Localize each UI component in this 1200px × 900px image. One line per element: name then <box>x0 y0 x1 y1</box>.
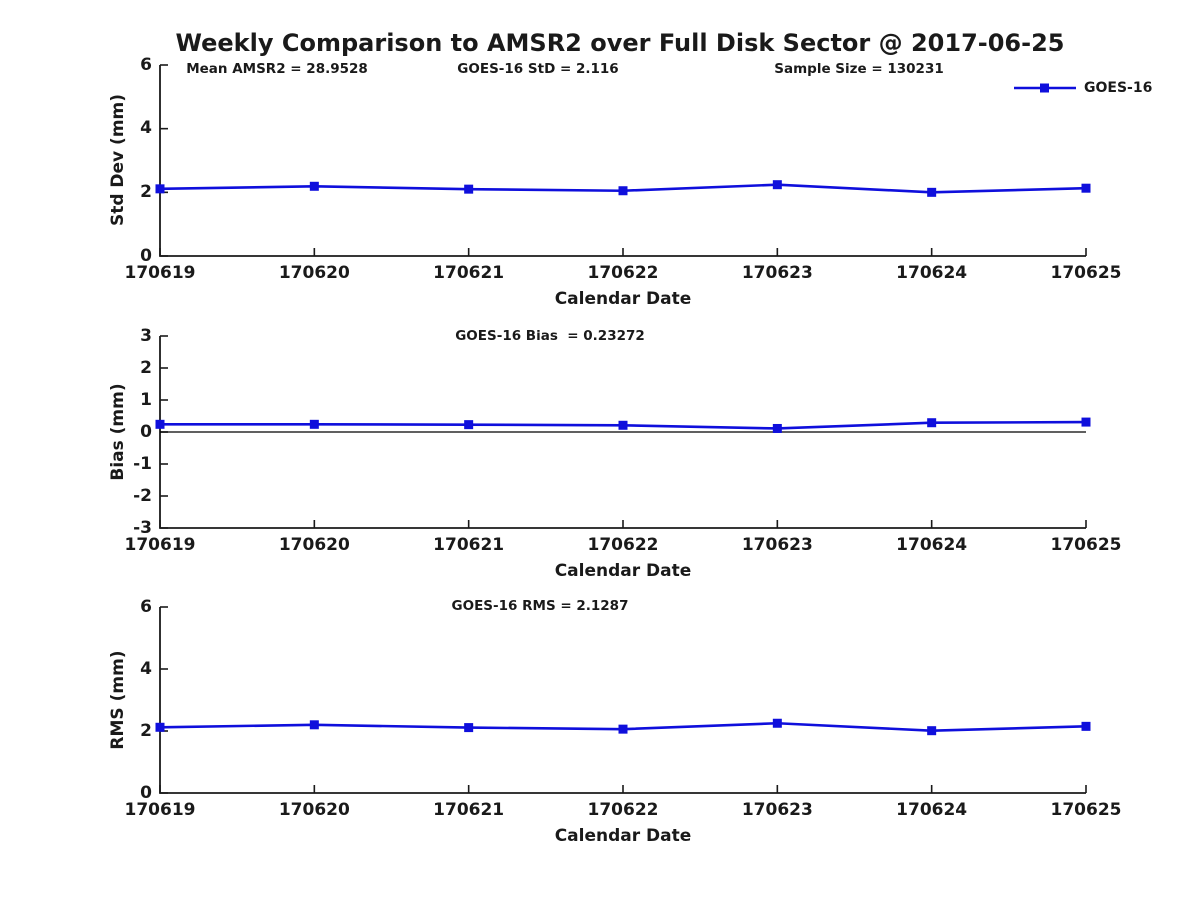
annotation-goes16-std: GOES-16 StD = 2.116 <box>457 61 619 77</box>
x-tick-label: 170625 <box>1050 800 1122 820</box>
y-axis-label-rms: RMS (mm) <box>108 650 128 750</box>
series-goes-16-subplot-2 <box>155 417 1091 433</box>
series-goes-16-subplot-3 <box>155 718 1091 736</box>
axes-subplot-2 <box>159 335 1087 529</box>
x-tick-label: 170619 <box>124 263 196 283</box>
y-tick-label: 2 <box>140 181 152 202</box>
axes-subplot-1 <box>159 64 1087 257</box>
annotation-goes16-rms: GOES-16 RMS = 2.1287 <box>451 598 629 614</box>
x-tick-label: 170625 <box>1050 263 1122 283</box>
x-tick-label: 170623 <box>741 263 813 283</box>
x-tick-label: 170621 <box>433 800 505 820</box>
x-tick-label: 170619 <box>124 535 196 555</box>
x-tick-label: 170622 <box>587 263 659 283</box>
x-tick-label: 170621 <box>433 263 505 283</box>
x-tick-label: 170624 <box>896 800 968 820</box>
legend-line-icon <box>1014 83 1076 93</box>
y-tick-label: 0 <box>140 245 152 266</box>
legend-label: GOES-16 <box>1084 80 1153 96</box>
x-axis-label-2: Calendar Date <box>554 561 692 581</box>
annotation-goes16-bias: GOES-16 Bias = 0.23272 <box>455 328 645 344</box>
y-tick-label: 0 <box>140 782 152 803</box>
x-tick-label: 170619 <box>124 800 196 820</box>
x-tick-label: 170620 <box>278 263 350 283</box>
legend: GOES-16 <box>1013 80 1152 96</box>
x-tick-label: 170624 <box>896 263 968 283</box>
y-tick-label: 4 <box>140 118 152 139</box>
y-tick-label: 0 <box>140 421 152 442</box>
y-axis-label-bias: Bias (mm) <box>108 383 128 481</box>
y-tick-label: 2 <box>140 357 152 378</box>
x-tick-label: 170625 <box>1050 535 1122 555</box>
y-tick-label: 2 <box>140 720 152 741</box>
x-tick-label: 170620 <box>278 800 350 820</box>
x-tick-label: 170622 <box>587 800 659 820</box>
y-tick-label: 1 <box>140 389 152 410</box>
x-tick-label: 170622 <box>587 535 659 555</box>
y-tick-label: 3 <box>140 325 152 346</box>
axes-subplot-3 <box>159 606 1087 794</box>
series-goes-16-subplot-1 <box>155 180 1091 197</box>
x-axis-label-1: Calendar Date <box>554 289 692 309</box>
y-tick-label: 6 <box>140 54 152 75</box>
x-tick-label: 170621 <box>433 535 505 555</box>
y-tick-label: 4 <box>140 658 152 679</box>
figure-title: Weekly Comparison to AMSR2 over Full Dis… <box>175 29 1065 57</box>
x-axis-label-3: Calendar Date <box>554 826 692 846</box>
y-tick-label: 6 <box>140 596 152 617</box>
x-tick-label: 170623 <box>741 535 813 555</box>
y-tick-label: -1 <box>133 453 152 474</box>
annotation-mean-amsr2: Mean AMSR2 = 28.9528 <box>186 61 368 77</box>
x-tick-label: 170624 <box>896 535 968 555</box>
x-tick-label: 170620 <box>278 535 350 555</box>
annotation-sample-size: Sample Size = 130231 <box>774 61 944 77</box>
y-tick-label: -2 <box>133 485 152 506</box>
x-tick-label: 170623 <box>741 800 813 820</box>
y-axis-label-stddev: Std Dev (mm) <box>108 93 128 227</box>
y-tick-label: -3 <box>133 517 152 538</box>
